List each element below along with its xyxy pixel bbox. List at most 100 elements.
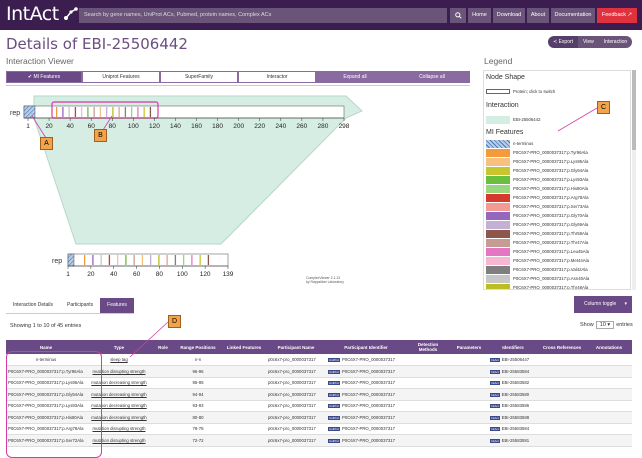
table-row[interactable]: P0C6X7-PRO_0000037317:p.Arg78Ala mutation… xyxy=(6,423,632,435)
table-cell[interactable]: UniProt P0C6X7-PRO_0000037317 xyxy=(326,434,406,447)
feature-mark[interactable] xyxy=(199,255,201,265)
table-cell[interactable]: UniProt P0C6X7-PRO_0000037317 xyxy=(326,365,406,378)
nav-home[interactable]: Home xyxy=(468,8,491,23)
legend-feature-item[interactable]: P0C6X7-PRO_0000037317:p.Ser73Ala xyxy=(486,202,589,211)
feature-mark[interactable] xyxy=(81,107,83,117)
feature-mark[interactable] xyxy=(108,255,111,265)
column-header[interactable]: Participant Name xyxy=(266,340,326,354)
legend-feature-item[interactable]: P0C6X7-PRO_0000037317:p.Thr58Ala xyxy=(486,229,588,238)
tab-interaction-details[interactable]: Interaction Details xyxy=(6,298,61,314)
feature-mark[interactable] xyxy=(149,107,152,117)
table-row[interactable]: n-terminus sleep tag n-n p0c6x7-pro_0000037… xyxy=(6,354,632,366)
table-row[interactable]: P0C6X7-PRO_0000037317:p.Lys95Ala mutation… xyxy=(6,377,632,389)
column-header[interactable]: Type xyxy=(86,340,152,354)
entries-select[interactable]: 10 ▾ xyxy=(595,321,615,329)
column-header[interactable]: Cross References xyxy=(538,340,586,354)
feature-mark[interactable] xyxy=(68,107,70,117)
legend-feature-item[interactable]: P0C6X7-PRO_0000037317:p.Lys95Ala xyxy=(486,157,588,166)
feature-mark[interactable] xyxy=(93,107,95,117)
table-cell[interactable]: P0C6X7-PRO_0000037317:p.Gly94Ala xyxy=(6,388,86,401)
table-cell[interactable]: IntAct EBI-25583586 xyxy=(488,400,538,412)
table-cell[interactable]: UniProt P0C6X7-PRO_0000037317 xyxy=(326,388,406,401)
column-header[interactable]: Role xyxy=(152,340,174,354)
feature-mark[interactable] xyxy=(207,255,210,265)
feature-mark[interactable] xyxy=(183,255,185,265)
table-row[interactable]: P0C6X7-PRO_0000037317:p.Ser72Ala mutation… xyxy=(6,434,632,447)
feature-mark[interactable] xyxy=(84,255,86,265)
table-cell[interactable]: P0C6X7-PRO_0000037317:p.Arg78Ala xyxy=(6,423,86,435)
feature-mark[interactable] xyxy=(137,107,139,117)
table-row[interactable]: P0C6X7-PRO_0000037317:p.His80Ala mutation… xyxy=(6,411,632,424)
collapse-all-button[interactable]: Collapse all xyxy=(394,71,470,83)
search-input[interactable]: Search by gene names, UniProt ACs, Pubme… xyxy=(79,8,447,23)
legend-feature-item[interactable]: P0C6X7-PRO_0000037317:p.Asn40Ala xyxy=(486,274,589,283)
feature-mark[interactable] xyxy=(112,107,114,117)
legend-feature-item[interactable]: P0C6X7-PRO_0000037317:p.Val42Ala xyxy=(486,265,588,274)
search-button[interactable] xyxy=(450,8,466,23)
feature-mark[interactable] xyxy=(150,255,152,265)
legend-scrollbar-thumb[interactable] xyxy=(632,70,636,150)
feature-mark[interactable] xyxy=(141,255,144,265)
table-cell[interactable]: IntAct EBI-25583584 xyxy=(488,423,538,435)
table-cell[interactable]: IntAct EBI-25506447 xyxy=(488,354,538,366)
table-cell[interactable]: UniProt P0C6X7-PRO_0000037317 xyxy=(326,377,406,389)
legend-scrollbar[interactable] xyxy=(632,70,636,290)
tab-features[interactable]: Features xyxy=(100,298,134,314)
tab-uniprot-features[interactable]: Uniprot Features xyxy=(82,71,160,83)
feature-mark[interactable] xyxy=(106,107,108,117)
table-cell[interactable]: P0C6X7-PRO_0000037317:p.His80Ala xyxy=(6,411,86,424)
legend-feature-item[interactable]: P0C6X7-PRO_0000037317:p.Gly69Ala xyxy=(486,220,588,229)
legend-feature-item[interactable]: P0C6X7-PRO_0000037317:p.Tyr96Ala xyxy=(486,148,588,157)
feature-mark[interactable] xyxy=(124,107,127,117)
feature-mark[interactable] xyxy=(158,255,160,265)
legend-feature-item[interactable]: P0C6X7-PRO_0000037317:p.Met44Ala xyxy=(486,256,589,265)
legend-feature-item[interactable]: P0C6X7-PRO_0000037317:p.Thr48Ala xyxy=(486,283,588,289)
tab-mi-features[interactable]: ✔ MI Features xyxy=(6,71,82,83)
tab-interactor[interactable]: Interactor xyxy=(238,71,316,83)
nav-documentation[interactable]: Documentation xyxy=(551,8,595,23)
feedback-button[interactable]: Feedback ↗ xyxy=(597,8,637,23)
nav-about[interactable]: About xyxy=(527,8,549,23)
table-cell[interactable]: UniProt P0C6X7-PRO_0000037317 xyxy=(326,423,406,435)
legend-feature-item[interactable]: P0C6X7-PRO_0000037317:p.Lys93Ala xyxy=(486,175,588,184)
nav-download[interactable]: Download xyxy=(493,8,525,23)
export-button[interactable]: ≺ Export xyxy=(548,36,579,48)
table-cell[interactable]: IntAct EBI-25583580 xyxy=(488,388,538,401)
feature-mark[interactable] xyxy=(118,107,120,117)
column-header[interactable]: Annotations xyxy=(586,340,632,354)
table-cell[interactable]: UniProt P0C6X7-PRO_0000037317 xyxy=(326,400,406,412)
feature-mark[interactable] xyxy=(133,255,135,265)
view-button[interactable]: View xyxy=(578,36,599,48)
feature-mark[interactable] xyxy=(92,255,94,265)
interaction-viewer[interactable]: rep 1 20 40 60 80 100 120 140 160 180 200 220 240 260… xyxy=(6,85,470,285)
interaction-button[interactable]: Interaction xyxy=(598,36,633,48)
feature-mark[interactable] xyxy=(100,255,102,265)
intact-logo[interactable]: IntAct xyxy=(6,3,59,25)
legend-feature-item[interactable]: P0C6X7-PRO_0000037317:p.Arg78Ala xyxy=(486,193,589,202)
legend-feature-item[interactable]: P0C6X7-PRO_0000037317:p.Gly94Ala xyxy=(486,166,588,175)
column-header[interactable]: Parameters xyxy=(450,340,488,354)
feature-mark[interactable] xyxy=(74,107,77,117)
table-cell[interactable]: IntAct EBI-25583584 xyxy=(488,365,538,378)
feature-mark[interactable] xyxy=(99,107,102,117)
column-header[interactable]: Range Positions xyxy=(174,340,222,354)
table-cell[interactable]: IntAct EBI-25583588 xyxy=(488,411,538,424)
feature-mark[interactable] xyxy=(117,255,119,265)
table-row[interactable]: P0C6X7-PRO_0000037317:p.Lys93Ala mutation… xyxy=(6,400,632,412)
feature-mark[interactable] xyxy=(125,255,127,265)
column-header[interactable]: Identifiers xyxy=(488,340,538,354)
viewer-canvas[interactable]: rep 1 20 40 60 80 100 120 140 160 180 200 220 240 260… xyxy=(6,86,470,286)
table-cell[interactable]: IntAct EBI-25583582 xyxy=(488,377,538,389)
feature-mark[interactable] xyxy=(56,107,58,117)
legend-feature-item[interactable]: P0C6X7-PRO_0000037317:p.Gly70Ala xyxy=(486,211,588,220)
legend-feature-item[interactable]: P0C6X7-PRO_0000037317:p.Leu45Ala xyxy=(486,247,589,256)
legend-feature-item[interactable]: P0C6X7-PRO_0000037317:p.His80Ala xyxy=(486,184,588,193)
legend-feature-item[interactable]: P0C6X7-PRO_0000037317:p.Thr47Ala xyxy=(486,238,588,247)
column-header[interactable]: Linked Features xyxy=(222,340,266,354)
table-row[interactable]: P0C6X7-PRO_0000037317:p.Gly94Ala mutation… xyxy=(6,388,632,401)
column-header[interactable]: Participant Identifier xyxy=(326,340,406,354)
table-cell[interactable]: UniProt P0C6X7-PRO_0000037317 xyxy=(326,411,406,424)
feature-mark[interactable] xyxy=(143,107,145,117)
legend-panel[interactable]: Node Shape Protein; click to switch Inte… xyxy=(483,70,631,290)
legend-feature-item[interactable]: n-terminus xyxy=(486,139,533,148)
